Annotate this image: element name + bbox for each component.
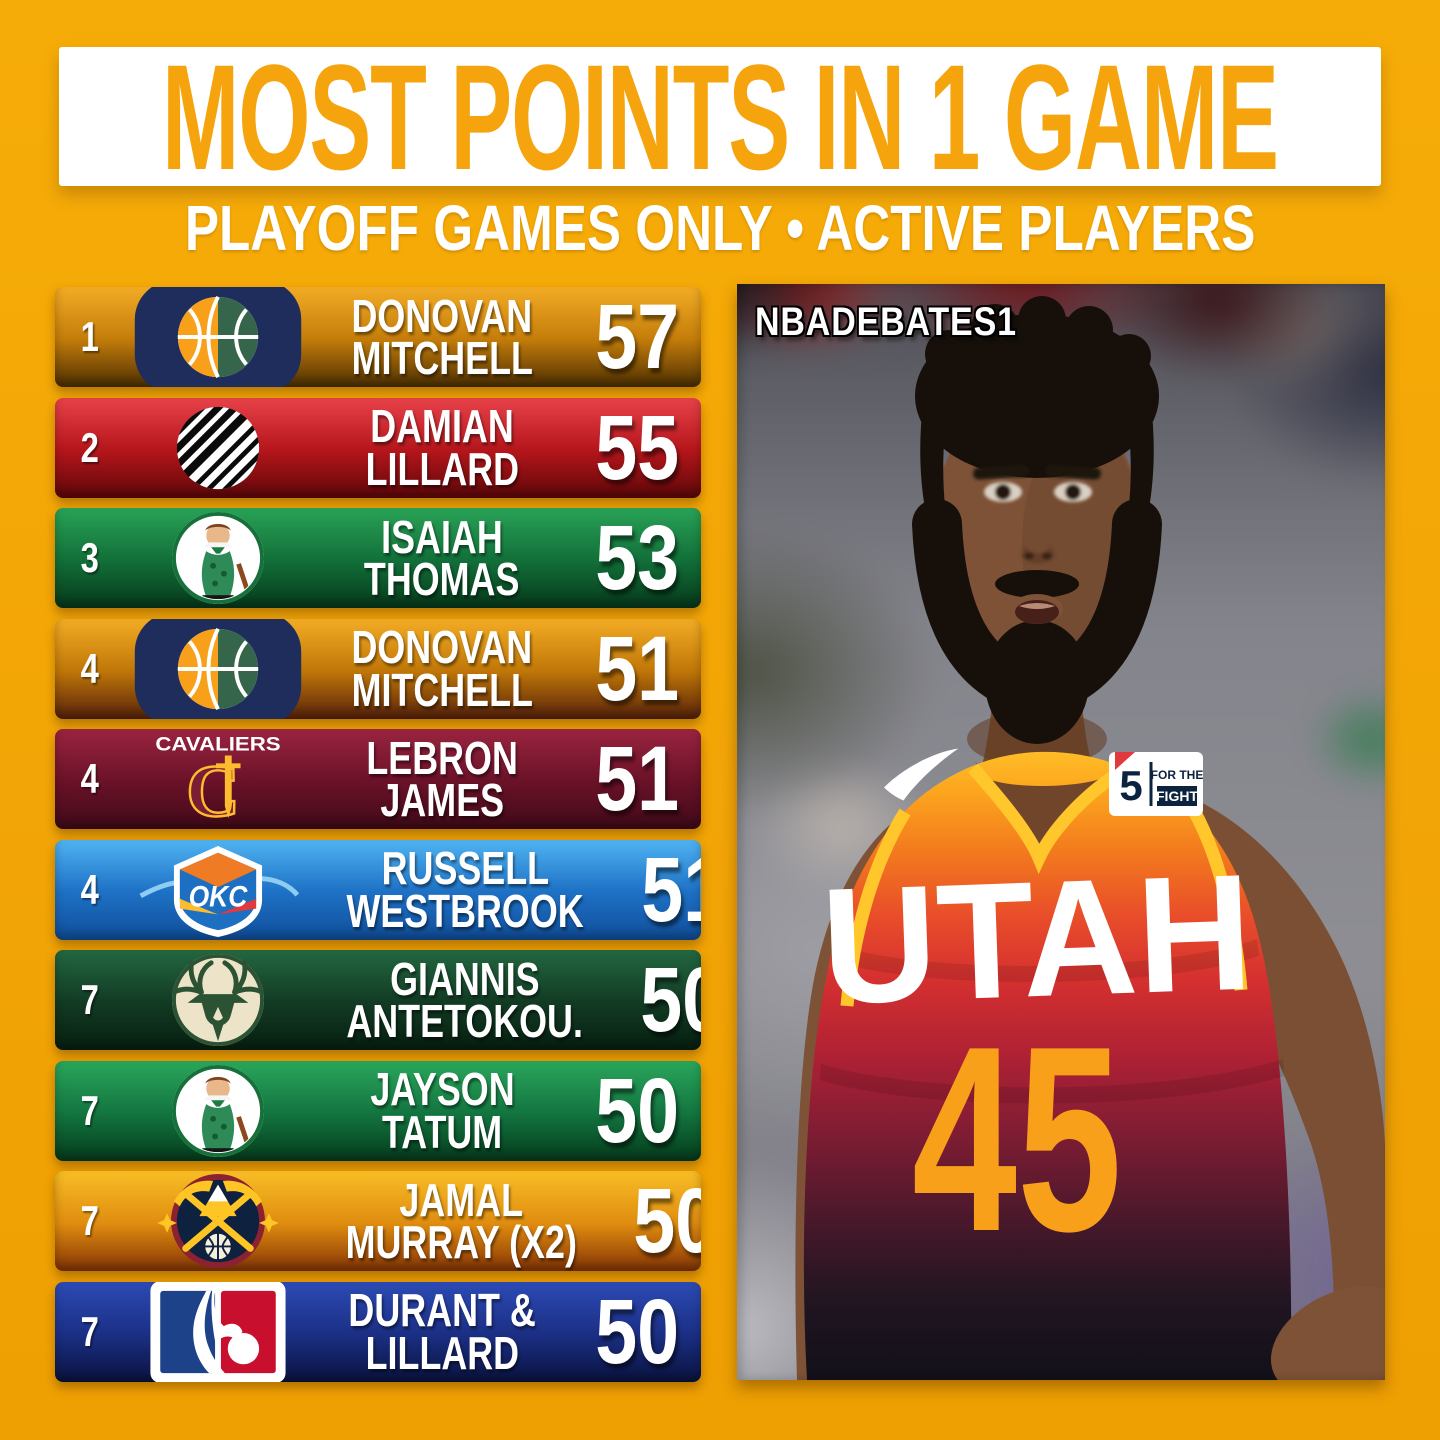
rank-label: 4	[80, 644, 100, 692]
player-name-line2: TATUM	[381, 1105, 503, 1158]
chest-v-skin	[982, 776, 1103, 852]
player-name-line1: ISAIAH	[381, 510, 503, 563]
player-name: ISAIAH THOMAS	[311, 510, 573, 605]
celtics-logo	[125, 1061, 311, 1161]
thunder-logo: OKC	[125, 840, 311, 940]
utah-jazz-logo	[125, 287, 311, 387]
table-row: 4 DONOVAN MITCHELL 51	[55, 618, 701, 719]
player-name-line1: DONOVAN	[351, 621, 533, 674]
leaderboard: 1 DONOVAN MITCHELL 57 2 DAMIAN LILLARD 5…	[55, 287, 701, 1382]
utah-jazz-logo	[125, 618, 311, 719]
subtitle-bar: PLAYOFF GAMES ONLY • ACTIVE PLAYERS	[0, 192, 1440, 264]
player-name-line1: DURANT &	[348, 1284, 536, 1337]
player-name-line2: THOMAS	[364, 553, 520, 605]
svg-text:C: C	[186, 751, 240, 829]
trail-blazers-logo	[125, 397, 311, 498]
player-name-line1: DONOVAN	[351, 289, 533, 342]
points-value: 50	[633, 1171, 701, 1271]
player-photo: 5 FOR THE FIGHT UTAH 45 NBADEBATES1	[737, 284, 1385, 1380]
table-row: 7 JAMAL MURRAY (X2) 50	[55, 1171, 701, 1271]
points-value: 51	[641, 839, 701, 940]
rank-label: 4	[80, 755, 100, 802]
table-row: 4 CAVALIERS C LEBRON JAMES 51	[55, 729, 701, 829]
rank-label: 7	[80, 1307, 100, 1355]
points-value: 50	[595, 1060, 679, 1161]
player-name-line2: MITCHELL	[351, 663, 533, 716]
points-value: 50	[640, 950, 701, 1050]
points-value: 55	[595, 397, 679, 498]
player-name-line1: RUSSELL	[381, 842, 549, 895]
table-row: 7 JAYSON TATUM 50	[55, 1060, 701, 1161]
rank-label: 7	[80, 1197, 100, 1244]
title-banner: MOST POINTS IN 1 GAME	[59, 42, 1381, 192]
rank-label: 2	[80, 423, 100, 471]
jersey-trim	[840, 763, 1248, 1007]
rank-label: 1	[80, 313, 100, 360]
jersey-wordmark: UTAH	[819, 840, 1255, 1039]
face-features	[973, 464, 1101, 564]
player-name: DONOVAN MITCHELL	[311, 289, 573, 384]
jersey	[803, 751, 1292, 1380]
player-name: LEBRON JAMES	[311, 731, 573, 826]
watermark: NBADEBATES1	[755, 300, 1017, 344]
page-title: MOST POINTS IN 1 GAME	[162, 32, 1279, 201]
jersey-number: 45	[912, 991, 1122, 1286]
player-name-line2: MITCHELL	[351, 332, 533, 384]
player-illustration: 5 FOR THE FIGHT UTAH 45	[795, 296, 1385, 1380]
player-name: GIANNIS ANTETOKOU.	[311, 952, 618, 1047]
rank-label: 4	[80, 865, 100, 913]
player-name-line2: LILLARD	[365, 442, 519, 495]
player-name: JAYSON TATUM	[311, 1063, 573, 1158]
jersey-patch: 5 FOR THE FIGHT	[1109, 752, 1203, 816]
bucks-logo	[125, 950, 311, 1050]
table-row: 2 DAMIAN LILLARD 55	[55, 397, 701, 498]
player-name-line2: WESTBROOK	[346, 884, 584, 937]
player-name-line2: ANTETOKOU.	[346, 995, 583, 1047]
table-row: 7 DURANT & LILLARD 50	[55, 1281, 701, 1382]
points-value: 53	[595, 508, 679, 608]
points-value: 51	[595, 618, 679, 719]
player-name-line2: LILLARD	[365, 1326, 519, 1379]
page-subtitle: PLAYOFF GAMES ONLY • ACTIVE PLAYERS	[184, 192, 1256, 264]
player-name-line2: JAMES	[380, 774, 504, 826]
player-name-line1: GIANNIS	[389, 952, 540, 1005]
points-value: 50	[595, 1281, 679, 1382]
svg-text:OKC: OKC	[189, 880, 248, 913]
patch-number: 5	[1119, 762, 1142, 809]
rank-label: 7	[80, 976, 100, 1023]
player-name: RUSSELL WESTBROOK	[311, 842, 619, 937]
hand	[1270, 1286, 1385, 1380]
table-row: 1 DONOVAN MITCHELL 57	[55, 287, 701, 387]
watermark-wrap: NBADEBATES1	[755, 300, 1063, 345]
patch-line2: FIGHT	[1156, 788, 1198, 804]
nba-logo	[125, 1281, 311, 1382]
table-row: 4 OKC RUSSELL WESTBROOK 51	[55, 839, 701, 940]
player-name: DONOVAN MITCHELL	[311, 621, 573, 716]
player-name-line2: MURRAY (X2)	[345, 1216, 577, 1268]
rank-label: 7	[80, 1086, 100, 1134]
head	[912, 296, 1162, 744]
points-value: 57	[595, 287, 679, 387]
player-name-line1: JAMAL	[399, 1173, 524, 1226]
rank-label: 3	[80, 534, 100, 581]
table-row: 3 ISAIAH THOMAS 53	[55, 508, 701, 608]
svg-text:CAVALIERS: CAVALIERS	[155, 734, 280, 756]
player-name-line1: LEBRON	[366, 731, 518, 784]
player-name: DAMIAN LILLARD	[311, 400, 573, 495]
player-name-line1: JAYSON	[369, 1063, 515, 1116]
table-row: 7 GIANNIS ANTETOKOU. 50	[55, 950, 701, 1050]
player-name: DURANT & LILLARD	[311, 1284, 573, 1379]
beard	[912, 499, 1162, 744]
player-name-line1: DAMIAN	[370, 400, 514, 453]
cavaliers-logo: CAVALIERS C	[125, 729, 311, 829]
patch-line1: FOR THE	[1151, 768, 1204, 782]
player-name: JAMAL MURRAY (X2)	[311, 1173, 612, 1268]
celtics-logo	[125, 508, 311, 608]
points-value: 51	[595, 729, 679, 829]
nike-swoosh-icon	[884, 748, 959, 801]
nuggets-logo	[125, 1171, 311, 1271]
